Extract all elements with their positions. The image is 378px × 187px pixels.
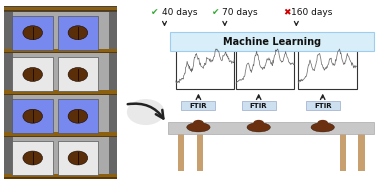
Ellipse shape: [253, 120, 264, 126]
Ellipse shape: [23, 109, 42, 123]
FancyBboxPatch shape: [57, 57, 98, 91]
FancyBboxPatch shape: [242, 101, 276, 110]
Ellipse shape: [23, 151, 42, 165]
FancyBboxPatch shape: [5, 52, 118, 53]
FancyBboxPatch shape: [181, 101, 215, 110]
FancyBboxPatch shape: [5, 49, 118, 53]
FancyBboxPatch shape: [5, 94, 118, 95]
FancyBboxPatch shape: [12, 57, 53, 91]
FancyBboxPatch shape: [236, 45, 294, 89]
Ellipse shape: [68, 68, 88, 81]
Ellipse shape: [68, 26, 88, 40]
FancyBboxPatch shape: [57, 141, 98, 175]
FancyBboxPatch shape: [12, 141, 53, 175]
FancyBboxPatch shape: [5, 7, 118, 11]
Ellipse shape: [127, 99, 164, 125]
Ellipse shape: [193, 120, 204, 126]
Text: FTIR: FTIR: [250, 102, 268, 109]
Text: ✔: ✔: [212, 8, 219, 17]
Ellipse shape: [23, 26, 42, 40]
FancyBboxPatch shape: [170, 32, 373, 51]
FancyBboxPatch shape: [176, 45, 234, 89]
Text: FTIR: FTIR: [190, 102, 207, 109]
FancyBboxPatch shape: [5, 132, 118, 137]
FancyBboxPatch shape: [306, 101, 340, 110]
FancyBboxPatch shape: [12, 99, 53, 133]
FancyBboxPatch shape: [340, 134, 346, 171]
Text: FTIR: FTIR: [314, 102, 332, 109]
Text: ✖: ✖: [283, 8, 291, 17]
Polygon shape: [5, 8, 13, 175]
FancyBboxPatch shape: [5, 136, 118, 137]
Ellipse shape: [68, 109, 88, 123]
FancyBboxPatch shape: [5, 90, 118, 95]
Text: Machine Learning: Machine Learning: [223, 36, 321, 47]
Ellipse shape: [311, 123, 335, 132]
FancyBboxPatch shape: [197, 134, 203, 171]
FancyBboxPatch shape: [168, 122, 373, 134]
Text: ✔: ✔: [151, 8, 159, 17]
Ellipse shape: [68, 151, 88, 165]
FancyBboxPatch shape: [13, 8, 109, 175]
FancyBboxPatch shape: [358, 134, 365, 171]
Ellipse shape: [247, 123, 270, 132]
FancyBboxPatch shape: [178, 134, 184, 171]
FancyBboxPatch shape: [12, 16, 53, 50]
FancyBboxPatch shape: [5, 174, 118, 179]
Text: 40 days: 40 days: [162, 8, 197, 17]
Ellipse shape: [318, 120, 328, 126]
Ellipse shape: [187, 123, 210, 132]
FancyBboxPatch shape: [5, 6, 118, 12]
FancyBboxPatch shape: [5, 177, 118, 179]
Text: 160 days: 160 days: [291, 8, 332, 17]
FancyBboxPatch shape: [298, 45, 356, 89]
FancyBboxPatch shape: [57, 99, 98, 133]
FancyBboxPatch shape: [57, 16, 98, 50]
FancyBboxPatch shape: [5, 10, 118, 11]
Polygon shape: [109, 8, 118, 175]
Ellipse shape: [23, 68, 42, 81]
Text: 70 days: 70 days: [222, 8, 258, 17]
